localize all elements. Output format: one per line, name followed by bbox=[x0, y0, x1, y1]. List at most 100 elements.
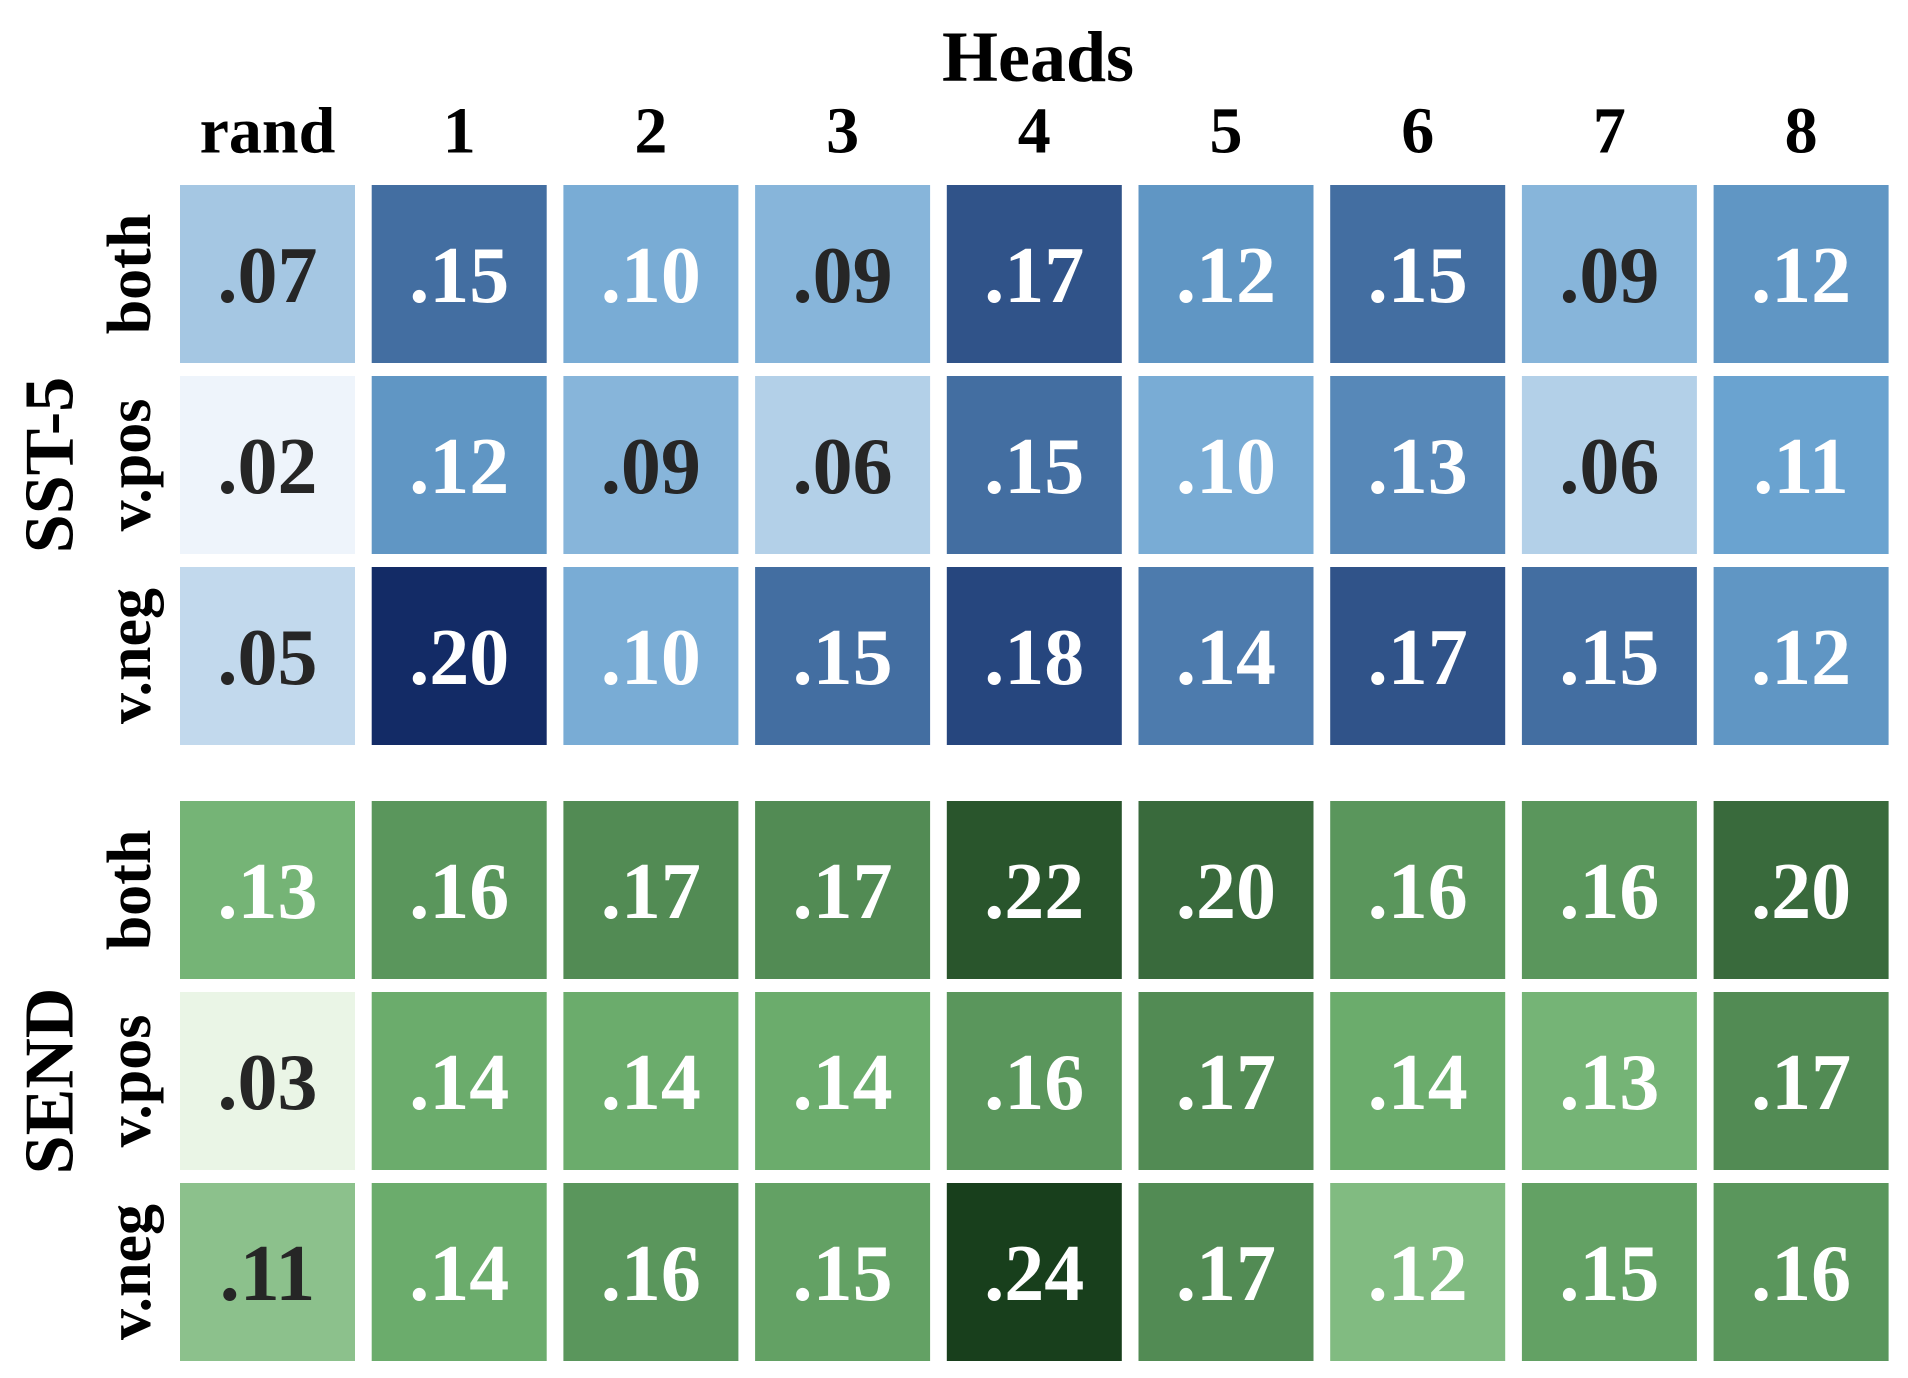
x-tick-label: 7 bbox=[1593, 95, 1626, 168]
heatmap-cell bbox=[1138, 992, 1314, 1170]
heatmap-cell bbox=[371, 801, 547, 979]
heatmap-cell bbox=[946, 992, 1122, 1170]
group-label: SST-5 bbox=[12, 377, 89, 553]
x-tick-label: rand bbox=[200, 95, 336, 168]
cell-label: .06 bbox=[1559, 423, 1659, 511]
cell-label: .10 bbox=[601, 232, 701, 320]
cell-label: .14 bbox=[409, 1230, 509, 1318]
heatmap-cell bbox=[371, 1183, 547, 1361]
chart-title: Heads bbox=[942, 17, 1134, 97]
heatmap-cell bbox=[1330, 992, 1506, 1170]
heatmap-cell bbox=[755, 801, 931, 979]
cell-label: .15 bbox=[793, 614, 893, 702]
cell-label: .15 bbox=[1368, 232, 1468, 320]
cell-label: .14 bbox=[1176, 614, 1276, 702]
heatmap-cell bbox=[1713, 185, 1889, 363]
cell-label: .15 bbox=[1559, 1230, 1659, 1318]
heatmap-cell bbox=[1330, 567, 1506, 745]
cell-label: .20 bbox=[409, 614, 509, 702]
cell-label: .17 bbox=[1176, 1039, 1276, 1127]
heatmap-cell bbox=[1330, 185, 1506, 363]
cell-label: .12 bbox=[1176, 232, 1276, 320]
heatmap-cell bbox=[755, 185, 931, 363]
heatmap-cell bbox=[371, 376, 547, 554]
cell-label: .11 bbox=[220, 1230, 316, 1318]
heatmap-cell bbox=[946, 1183, 1122, 1361]
x-tick-label: 2 bbox=[634, 95, 667, 168]
heatmap-cell bbox=[946, 376, 1122, 554]
cell-label: .22 bbox=[984, 848, 1084, 936]
y-tick-label: v.neg bbox=[96, 588, 164, 724]
cell-label: .16 bbox=[984, 1039, 1084, 1127]
heatmap-cell bbox=[1521, 1183, 1697, 1361]
x-tick-label: 5 bbox=[1210, 95, 1243, 168]
cell-label: .02 bbox=[218, 423, 318, 511]
cell-label: .13 bbox=[1559, 1039, 1659, 1127]
heatmap-cell bbox=[1521, 801, 1697, 979]
cell-label: .16 bbox=[1751, 1230, 1851, 1318]
cell-label: .12 bbox=[1751, 232, 1851, 320]
cell-label: .10 bbox=[601, 614, 701, 702]
cell-label: .09 bbox=[601, 423, 701, 511]
cell-label: .15 bbox=[1559, 614, 1659, 702]
cell-label: .16 bbox=[1559, 848, 1659, 936]
x-tick-label: 3 bbox=[826, 95, 859, 168]
cell-label: .09 bbox=[793, 232, 893, 320]
heatmap-cell bbox=[180, 185, 355, 363]
heatmap-cell bbox=[1713, 992, 1889, 1170]
x-tick-label: 1 bbox=[443, 95, 476, 168]
heatmap-cell bbox=[563, 1183, 739, 1361]
heatmap-cell bbox=[946, 567, 1122, 745]
heatmap-cell bbox=[1521, 992, 1697, 1170]
heatmap-cell bbox=[1713, 376, 1889, 554]
cell-label: .05 bbox=[218, 614, 318, 702]
heatmap-cell bbox=[755, 376, 931, 554]
heatmap-cell bbox=[1521, 185, 1697, 363]
cell-label: .14 bbox=[601, 1039, 701, 1127]
heatmap-cell bbox=[563, 185, 739, 363]
heatmap-cell bbox=[1713, 1183, 1889, 1361]
heatmap-cell bbox=[371, 185, 547, 363]
y-tick-label: both bbox=[96, 214, 164, 335]
heatmap-cell bbox=[180, 376, 355, 554]
group-label: SEND bbox=[12, 988, 89, 1175]
heatmap-cell bbox=[946, 801, 1122, 979]
x-tick-label: 6 bbox=[1401, 95, 1434, 168]
cell-label: .15 bbox=[409, 232, 509, 320]
cell-label: .16 bbox=[409, 848, 509, 936]
cell-label: .17 bbox=[984, 232, 1084, 320]
cell-label: .24 bbox=[984, 1230, 1084, 1318]
heatmap-cell bbox=[563, 801, 739, 979]
heatmap-cell bbox=[1138, 1183, 1314, 1361]
cell-label: .20 bbox=[1751, 848, 1851, 936]
heatmap-cell bbox=[1138, 185, 1314, 363]
cell-label: .15 bbox=[793, 1230, 893, 1318]
heatmap-cell bbox=[755, 992, 931, 1170]
heatmap-cell bbox=[1521, 567, 1697, 745]
cell-label: .15 bbox=[984, 423, 1084, 511]
x-tick-label: 8 bbox=[1785, 95, 1818, 168]
cell-label: .06 bbox=[793, 423, 893, 511]
x-tick-label: 4 bbox=[1018, 95, 1051, 168]
heatmap-cell bbox=[563, 992, 739, 1170]
cell-label: .20 bbox=[1176, 848, 1276, 936]
heatmap-cell bbox=[1713, 567, 1889, 745]
heatmap-cell bbox=[371, 992, 547, 1170]
cell-label: .13 bbox=[218, 848, 318, 936]
cell-label: .09 bbox=[1559, 232, 1659, 320]
heatmap-cell bbox=[563, 376, 739, 554]
cell-label: .14 bbox=[1368, 1039, 1468, 1127]
cell-label: .17 bbox=[1751, 1039, 1851, 1127]
cell-label: .13 bbox=[1368, 423, 1468, 511]
heatmap-cell bbox=[755, 1183, 931, 1361]
heatmap-cell bbox=[1330, 1183, 1506, 1361]
cell-label: .16 bbox=[601, 1230, 701, 1318]
cell-label: .18 bbox=[984, 614, 1084, 702]
heatmap-cell bbox=[371, 567, 547, 745]
heatmap-cell bbox=[563, 567, 739, 745]
heatmap-cell bbox=[1138, 567, 1314, 745]
y-tick-label: both bbox=[96, 830, 164, 951]
cell-label: .17 bbox=[1368, 614, 1468, 702]
heatmap-cell bbox=[1138, 801, 1314, 979]
heatmap-cell bbox=[755, 567, 931, 745]
